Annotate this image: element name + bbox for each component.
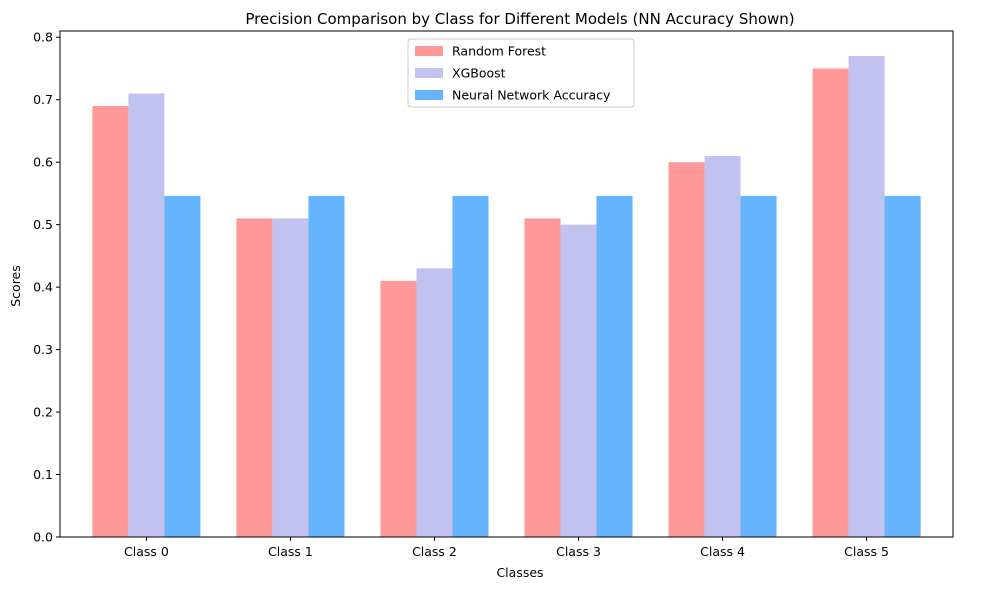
bar-xgboost-3 [560,224,597,537]
x-tick-label: Class 1 [268,544,313,559]
bar-neural-network-accuracy-5 [884,195,921,537]
x-tick-label: Class 0 [124,544,169,559]
legend: Random Forest XGBoost Neural Network Accur… [407,38,635,108]
y-tick-label: 0.6 [33,155,53,170]
y-tick-label: 0.4 [33,280,53,295]
y-tick-label: 0.1 [33,467,53,482]
x-tick-label: Class 5 [844,544,889,559]
bar-xgboost-1 [272,218,309,537]
bar-xgboost-2 [416,268,453,537]
y-tick-label: 0.8 [33,30,53,45]
bar-xgboost-4 [704,155,741,537]
legend-label: Random Forest [452,44,546,59]
y-axis-label: Scores [8,265,23,307]
bar-neural-network-accuracy-3 [596,195,633,537]
bar-xgboost-0 [128,93,165,537]
x-tick-label: Class 2 [412,544,457,559]
y-tick-label: 0.5 [33,217,53,232]
x-tick-label: Class 4 [700,544,745,559]
legend-swatch [415,46,443,56]
bar-xgboost-5 [848,55,885,537]
plot-frame [59,30,954,538]
bar-random-forest-5 [812,68,849,538]
y-tick-label: 0.0 [33,530,53,545]
chart-title: Precision Comparison by Class for Differ… [245,10,794,28]
y-axis: 0.0 0.1 0.2 0.3 0.4 0.5 0.6 0.7 0.8 [33,30,60,545]
bar-random-forest-1 [236,218,273,537]
legend-label: Neural Network Accuracy [452,88,611,103]
x-axis-label: Classes [496,565,543,580]
bar-neural-network-accuracy-0 [164,195,201,537]
bar-neural-network-accuracy-2 [452,195,489,537]
y-tick-label: 0.3 [33,342,53,357]
bar-random-forest-3 [524,218,561,537]
legend-swatch [415,68,443,78]
bars-group [92,55,921,538]
bar-neural-network-accuracy-1 [308,195,345,537]
bar-random-forest-4 [668,162,705,537]
legend-swatch [415,90,443,100]
y-tick-label: 0.2 [33,405,53,420]
x-axis: Class 0 Class 1 Class 2 Class 3 Class 4 Class… [124,537,889,559]
legend-label: XGBoost [452,66,506,81]
legend-box [407,38,635,108]
x-tick-label: Class 3 [556,544,601,559]
bar-neural-network-accuracy-4 [740,195,777,537]
y-tick-label: 0.7 [33,92,53,107]
bar-random-forest-0 [92,105,129,538]
bar-random-forest-2 [380,280,417,537]
